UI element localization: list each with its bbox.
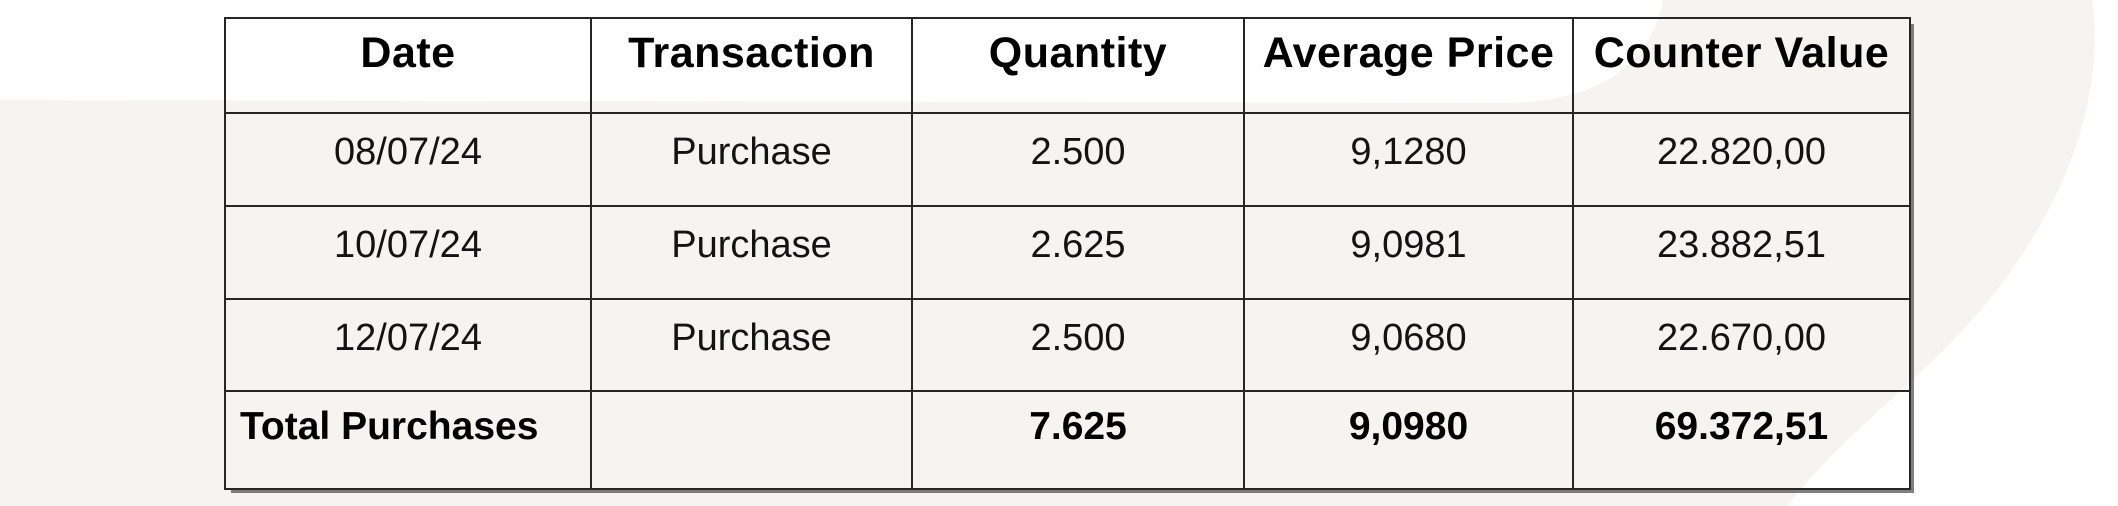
table-header-row: Date Transaction Quantity Average Price … <box>224 17 1911 114</box>
cell-transaction: Purchase <box>590 298 913 392</box>
total-transaction-empty <box>590 390 913 490</box>
total-average-price: 9,0980 <box>1243 390 1574 490</box>
cell-average-price: 9,1280 <box>1243 112 1574 207</box>
table-row: 10/07/24 Purchase 2.625 9,0981 23.882,51 <box>224 205 1911 300</box>
header-cell-transaction: Transaction <box>590 17 913 114</box>
cell-average-price: 9,0680 <box>1243 298 1574 392</box>
cell-counter-value: 23.882,51 <box>1572 205 1911 300</box>
cell-counter-value: 22.670,00 <box>1572 298 1911 392</box>
cell-counter-value: 22.820,00 <box>1572 112 1911 207</box>
cell-quantity: 2.500 <box>911 112 1245 207</box>
cell-date: 12/07/24 <box>224 298 592 392</box>
cell-quantity: 2.625 <box>911 205 1245 300</box>
header-cell-date: Date <box>224 17 592 114</box>
table-row: 12/07/24 Purchase 2.500 9,0680 22.670,00 <box>224 298 1911 392</box>
table-total-row: Total Purchases 7.625 9,0980 69.372,51 <box>224 390 1911 490</box>
header-cell-counter-value: Counter Value <box>1572 17 1911 114</box>
cell-average-price: 9,0981 <box>1243 205 1574 300</box>
total-counter-value: 69.372,51 <box>1572 390 1911 490</box>
cell-quantity: 2.500 <box>911 298 1245 392</box>
cell-date: 08/07/24 <box>224 112 592 207</box>
header-cell-quantity: Quantity <box>911 17 1245 114</box>
total-purchases-label: Total Purchases <box>224 390 592 490</box>
cell-date: 10/07/24 <box>224 205 592 300</box>
cell-transaction: Purchase <box>590 205 913 300</box>
table-row: 08/07/24 Purchase 2.500 9,1280 22.820,00 <box>224 112 1911 207</box>
transactions-table: Date Transaction Quantity Average Price … <box>224 17 1911 490</box>
header-cell-average-price: Average Price <box>1243 17 1574 114</box>
total-quantity: 7.625 <box>911 390 1245 490</box>
cell-transaction: Purchase <box>590 112 913 207</box>
